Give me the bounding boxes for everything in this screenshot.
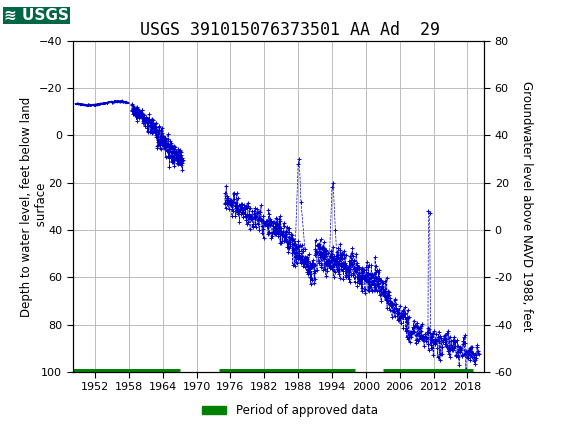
Legend: Period of approved data: Period of approved data bbox=[198, 399, 382, 422]
FancyBboxPatch shape bbox=[3, 3, 52, 28]
Y-axis label: Depth to water level, feet below land
 surface: Depth to water level, feet below land su… bbox=[20, 96, 48, 316]
Y-axis label: Groundwater level above NAVD 1988, feet: Groundwater level above NAVD 1988, feet bbox=[520, 81, 533, 332]
Text: USGS 391015076373501 AA Ad  29: USGS 391015076373501 AA Ad 29 bbox=[140, 21, 440, 39]
Text: ≋ USGS: ≋ USGS bbox=[4, 8, 69, 23]
